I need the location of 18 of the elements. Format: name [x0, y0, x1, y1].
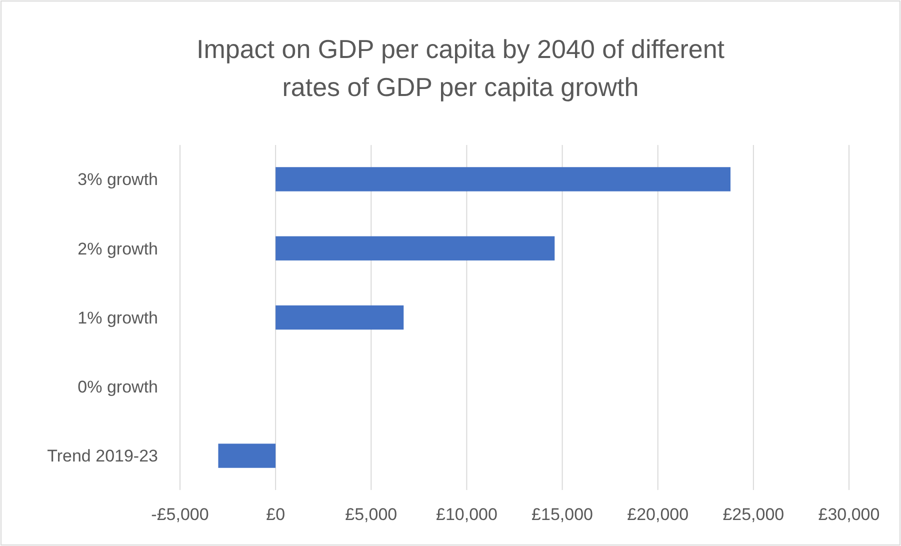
x-tick-label: £30,000	[818, 505, 880, 524]
x-tick-label: £20,000	[627, 505, 689, 524]
y-tick-label: Trend 2019-23	[47, 446, 158, 466]
bar	[276, 305, 404, 330]
y-tick-label: 2% growth	[78, 239, 158, 258]
x-tick-label: £0	[266, 505, 286, 524]
y-tick-label: 0% growth	[78, 378, 158, 397]
x-tick-label: -£5,000	[151, 505, 209, 524]
bar	[276, 167, 730, 192]
bar	[276, 236, 555, 260]
bar	[218, 444, 276, 468]
x-tick-label: £15,000	[532, 505, 594, 524]
x-tick-label: £5,000	[345, 505, 398, 524]
x-tick-label: £10,000	[436, 505, 498, 524]
chart-title: Impact on GDP per capita by 2040 of different rates of GDP per capita growth	[196, 34, 726, 102]
x-tick-label: £25,000	[722, 505, 784, 524]
y-tick-label: 1% growth	[78, 308, 158, 328]
y-tick-label: 3% growth	[78, 170, 158, 190]
